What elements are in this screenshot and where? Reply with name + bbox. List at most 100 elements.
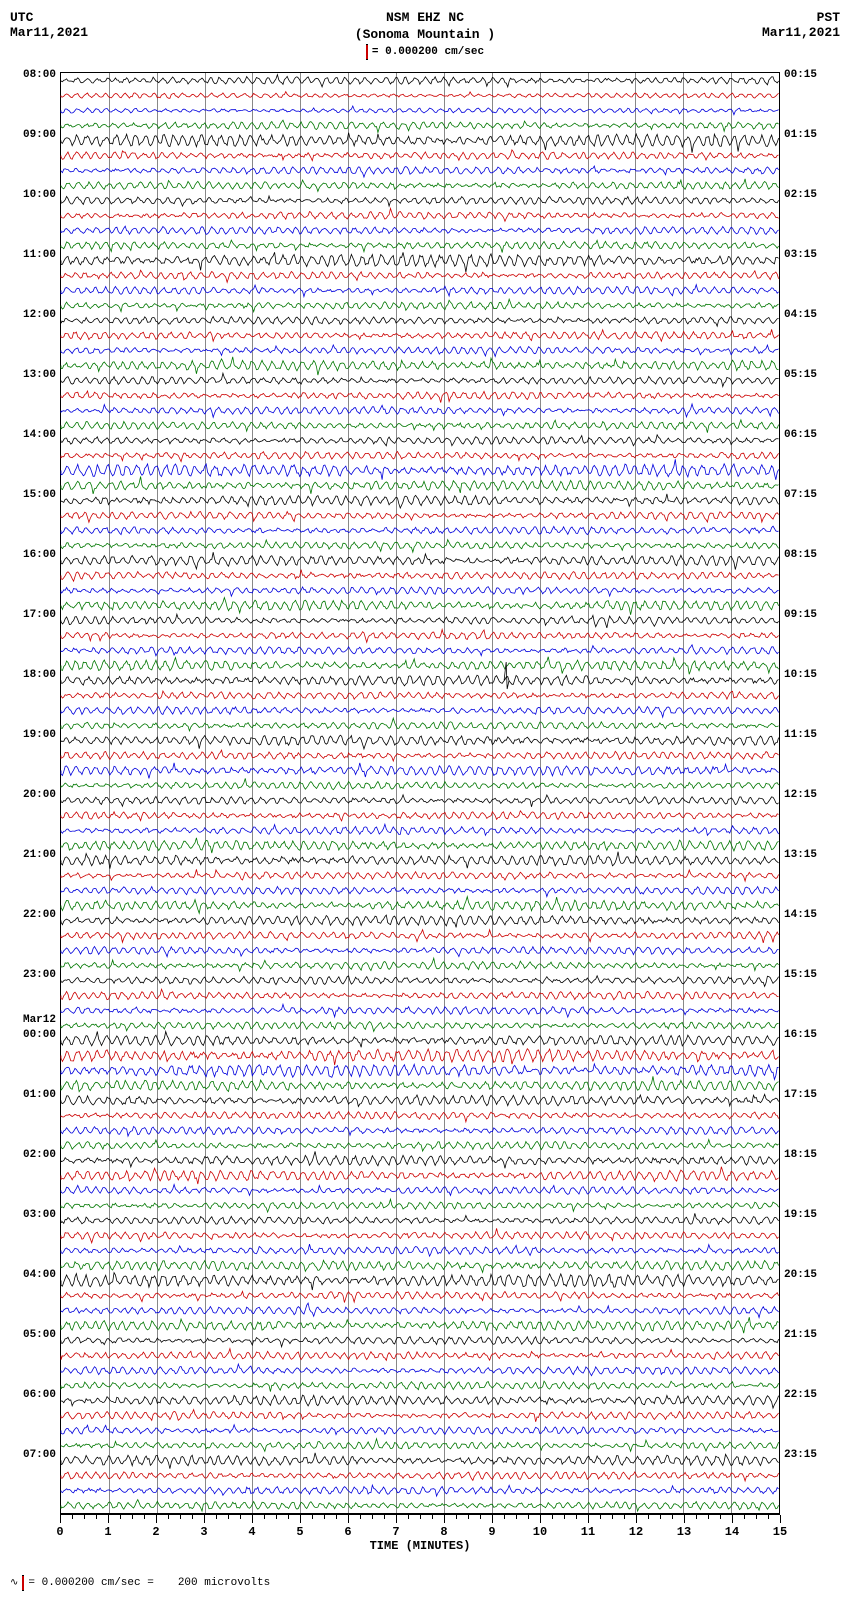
pst-label: 21:15 — [784, 1328, 817, 1341]
utc-label: 09:00 — [23, 128, 56, 141]
pst-label: 09:15 — [784, 608, 817, 621]
x-axis: TIME (MINUTES) 0123456789101112131415 — [60, 1514, 780, 1555]
x-tick — [588, 1515, 589, 1523]
utc-label: 01:00 — [23, 1088, 56, 1101]
x-tick-minor — [240, 1515, 241, 1519]
x-tick-minor — [312, 1515, 313, 1519]
x-tick-label: 15 — [773, 1525, 787, 1539]
x-tick-minor — [72, 1515, 73, 1519]
x-tick-minor — [624, 1515, 625, 1519]
utc-label: 02:00 — [23, 1148, 56, 1161]
x-tick-minor — [120, 1515, 121, 1519]
x-tick-label: 4 — [248, 1525, 255, 1539]
x-tick-label: 10 — [533, 1525, 547, 1539]
header-center: NSM EHZ NC (Sonoma Mountain ) = 0.000200… — [110, 10, 740, 66]
utc-label: 05:00 — [23, 1328, 56, 1341]
x-tick — [636, 1515, 637, 1523]
x-tick-minor — [192, 1515, 193, 1519]
x-tick-label: 12 — [629, 1525, 643, 1539]
utc-label: 14:00 — [23, 428, 56, 441]
x-tick-minor — [516, 1515, 517, 1519]
x-tick-label: 13 — [677, 1525, 691, 1539]
pst-label: 04:15 — [784, 308, 817, 321]
x-tick-minor — [144, 1515, 145, 1519]
date-left: Mar11,2021 — [10, 25, 110, 40]
x-tick-minor — [336, 1515, 337, 1519]
utc-label: Mar12 — [23, 1013, 56, 1026]
footer-text1: = 0.000200 cm/sec = — [28, 1577, 153, 1589]
x-tick-minor — [708, 1515, 709, 1519]
x-tick-minor — [456, 1515, 457, 1519]
pst-label: 00:15 — [784, 68, 817, 81]
x-tick — [60, 1515, 61, 1523]
scale-indicator: = 0.000200 cm/sec — [366, 44, 484, 60]
x-tick-minor — [552, 1515, 553, 1519]
x-tick — [156, 1515, 157, 1523]
x-tick-label: 8 — [440, 1525, 447, 1539]
footer-text2: 200 microvolts — [178, 1577, 270, 1589]
footer-scale: ∿ = 0.000200 cm/sec = 200 microvolts — [10, 1575, 840, 1591]
x-tick-minor — [372, 1515, 373, 1519]
x-tick-minor — [612, 1515, 613, 1519]
x-tick-minor — [576, 1515, 577, 1519]
x-tick-minor — [696, 1515, 697, 1519]
x-tick-label: 5 — [296, 1525, 303, 1539]
station-location: (Sonoma Mountain ) — [110, 27, 740, 44]
x-tick — [396, 1515, 397, 1523]
pst-label: 12:15 — [784, 788, 817, 801]
footer-scale-bar-icon — [22, 1575, 24, 1591]
trace-row — [61, 1498, 779, 1513]
utc-label: 10:00 — [23, 188, 56, 201]
pst-label: 06:15 — [784, 428, 817, 441]
utc-label: 18:00 — [23, 668, 56, 681]
x-tick-label: 0 — [56, 1525, 63, 1539]
utc-label: 22:00 — [23, 908, 56, 921]
utc-label: 06:00 — [23, 1388, 56, 1401]
pst-label: 08:15 — [784, 548, 817, 561]
x-tick — [540, 1515, 541, 1523]
header-right: PST Mar11,2021 — [740, 10, 840, 40]
x-tick-minor — [168, 1515, 169, 1519]
x-tick — [492, 1515, 493, 1523]
x-tick-label: 2 — [152, 1525, 159, 1539]
x-tick — [780, 1515, 781, 1523]
pst-label: 22:15 — [784, 1388, 817, 1401]
x-tick-label: 14 — [725, 1525, 739, 1539]
pst-label: 23:15 — [784, 1448, 817, 1461]
pst-label: 10:15 — [784, 668, 817, 681]
x-tick-minor — [228, 1515, 229, 1519]
x-tick-minor — [720, 1515, 721, 1519]
x-tick-label: 1 — [104, 1525, 111, 1539]
scale-text: = 0.000200 cm/sec — [372, 45, 484, 59]
x-tick-minor — [648, 1515, 649, 1519]
utc-label: 17:00 — [23, 608, 56, 621]
utc-label: 16:00 — [23, 548, 56, 561]
x-tick-label: 7 — [392, 1525, 399, 1539]
tz-left: UTC — [10, 10, 110, 25]
tz-right: PST — [740, 10, 840, 25]
x-tick-minor — [84, 1515, 85, 1519]
x-tick-minor — [600, 1515, 601, 1519]
x-tick-minor — [768, 1515, 769, 1519]
x-tick-minor — [132, 1515, 133, 1519]
x-tick-minor — [360, 1515, 361, 1519]
x-tick-minor — [432, 1515, 433, 1519]
header-left: UTC Mar11,2021 — [10, 10, 110, 40]
utc-label: 00:00 — [23, 1028, 56, 1041]
utc-label: 03:00 — [23, 1208, 56, 1221]
utc-label: 20:00 — [23, 788, 56, 801]
utc-label: 07:00 — [23, 1448, 56, 1461]
x-tick-minor — [528, 1515, 529, 1519]
x-tick-minor — [564, 1515, 565, 1519]
x-tick — [348, 1515, 349, 1523]
x-tick — [300, 1515, 301, 1523]
pst-label: 18:15 — [784, 1148, 817, 1161]
x-tick-minor — [420, 1515, 421, 1519]
utc-label: 19:00 — [23, 728, 56, 741]
x-tick-minor — [216, 1515, 217, 1519]
date-right: Mar11,2021 — [740, 25, 840, 40]
utc-label: 04:00 — [23, 1268, 56, 1281]
utc-label: 23:00 — [23, 968, 56, 981]
footer-wave-icon: ∿ — [10, 1577, 18, 1589]
x-tick-label: 6 — [344, 1525, 351, 1539]
